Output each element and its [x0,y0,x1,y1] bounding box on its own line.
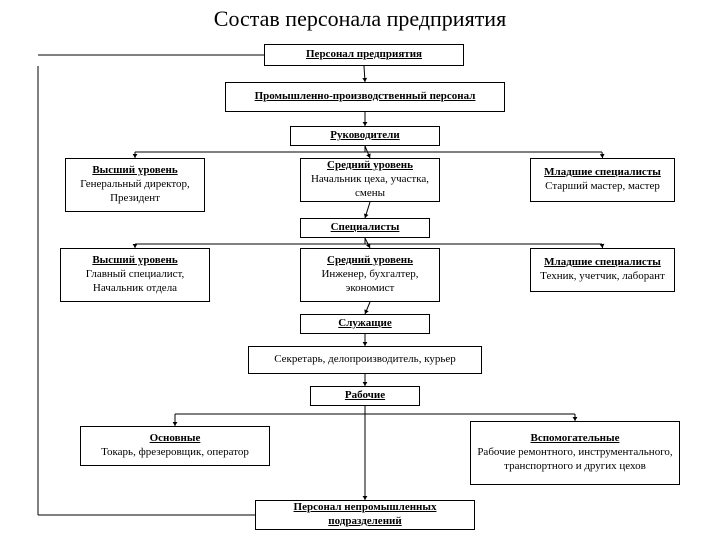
node-body: Рабочие ремонтного, инструментального, т… [475,446,675,474]
node-n_ruk_m: Младшие специалистыСтарший мастер, масте… [530,158,675,202]
node-heading: Вспомогательные [531,432,620,446]
node-body: Техник, учетчик, лаборант [540,270,665,284]
node-heading: Высший уровень [92,164,177,178]
node-body: Токарь, фрезеровщик, оператор [101,446,249,460]
node-heading: Промышленно-производственный персонал [255,90,476,104]
node-heading: Средний уровень [327,254,413,268]
node-n_rab_o: ОсновныеТокарь, фрезеровщик, оператор [80,426,270,466]
node-n_spec_v: Высший уровеньГлавный специалист, Началь… [60,248,210,302]
node-heading: Служащие [338,317,391,331]
node-heading: Персонал предприятия [306,48,422,62]
node-n_ruk: Руководители [290,126,440,146]
node-body: Инженер, бухгалтер, экономист [305,268,435,296]
node-n_ppp: Промышленно-производственный персонал [225,82,505,112]
node-body: Старший мастер, мастер [545,180,660,194]
node-heading: Основные [150,432,201,446]
node-heading: Рабочие [345,389,385,403]
node-heading: Младшие специалисты [544,166,661,180]
node-heading: Персонал непромышленных подразделений [260,501,470,529]
node-body: Секретарь, делопроизводитель, курьер [274,353,456,367]
node-body: Главный специалист, Начальник отдела [65,268,205,296]
node-n_sluz: Служащие [300,314,430,334]
node-heading: Средний уровень [327,159,413,173]
node-body: Начальник цеха, участка, смены [305,173,435,201]
node-heading: Младшие специалисты [544,256,661,270]
node-n_neprom: Персонал непромышленных подразделений [255,500,475,530]
node-n_rab_v: ВспомогательныеРабочие ремонтного, инстр… [470,421,680,485]
node-n_spec_m: Младшие специалистыТехник, учетчик, лабо… [530,248,675,292]
node-n_spec: Специалисты [300,218,430,238]
node-heading: Руководители [330,129,399,143]
node-body: Генеральный директор, Президент [70,178,200,206]
node-n_sluz_ex: Секретарь, делопроизводитель, курьер [248,346,482,374]
node-heading: Специалисты [331,221,400,235]
node-n_spec_s: Средний уровеньИнженер, бухгалтер, эконо… [300,248,440,302]
node-heading: Высший уровень [92,254,177,268]
node-n_ruk_s: Средний уровеньНачальник цеха, участка, … [300,158,440,202]
node-n_root: Персонал предприятия [264,44,464,66]
node-n_ruk_v: Высший уровеньГенеральный директор, През… [65,158,205,212]
node-n_rab: Рабочие [310,386,420,406]
